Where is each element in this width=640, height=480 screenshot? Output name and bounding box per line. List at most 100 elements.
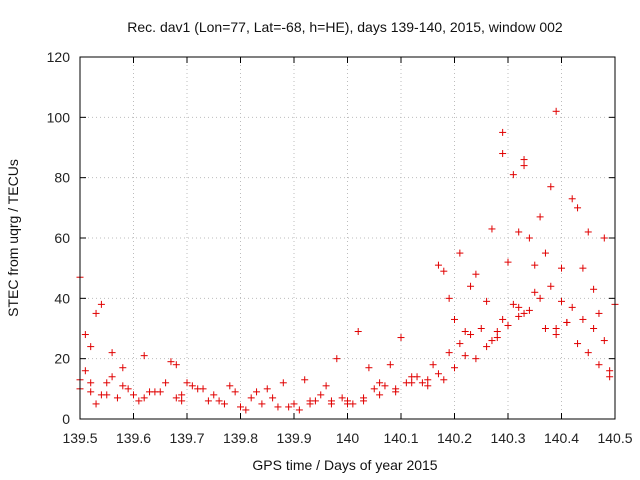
data-point	[344, 397, 351, 405]
data-point	[413, 373, 421, 381]
data-point	[354, 328, 362, 336]
data-point	[376, 391, 384, 399]
y-tick-label: 100	[47, 109, 71, 125]
data-point	[461, 352, 469, 360]
data-point	[263, 385, 271, 393]
data-point	[97, 391, 105, 399]
data-point	[568, 303, 576, 311]
data-point	[520, 156, 528, 164]
data-point	[338, 394, 346, 402]
axis-ticks	[79, 56, 616, 420]
x-axis-label: GPS time / Days of year 2015	[252, 457, 437, 473]
x-tick-label: 140.1	[383, 430, 418, 446]
data-point	[445, 294, 453, 302]
data-point	[167, 358, 175, 366]
x-tick-label: 140.3	[490, 430, 525, 446]
data-point	[279, 379, 287, 387]
data-point	[333, 355, 341, 363]
data-point	[418, 379, 426, 387]
data-point	[515, 228, 523, 236]
data-point	[327, 400, 335, 408]
data-point	[408, 379, 416, 387]
data-point	[188, 382, 196, 390]
data-point	[499, 128, 507, 136]
data-point	[434, 261, 442, 269]
x-tick-label: 139.6	[116, 430, 151, 446]
data-point	[590, 325, 598, 332]
data-point	[434, 370, 442, 378]
data-point	[295, 406, 303, 414]
data-point	[584, 349, 592, 357]
data-point	[113, 394, 121, 402]
data-point	[429, 361, 437, 369]
data-point	[108, 349, 116, 357]
data-point	[574, 204, 582, 212]
data-point	[258, 400, 266, 408]
data-point	[563, 318, 571, 326]
data-point	[210, 391, 218, 399]
data-point	[92, 309, 100, 317]
data-point	[424, 382, 432, 390]
data-point	[477, 325, 485, 332]
data-point	[541, 249, 549, 257]
data-point	[269, 394, 277, 402]
data-point	[547, 282, 555, 290]
x-tick-label: 139.9	[276, 430, 311, 446]
data-point	[600, 234, 608, 242]
data-point	[178, 397, 186, 405]
data-point	[541, 325, 549, 332]
data-point	[461, 328, 469, 336]
data-point	[151, 388, 159, 396]
x-tick-label: 140.2	[437, 430, 472, 446]
data-point	[231, 388, 239, 396]
data-point	[552, 107, 560, 115]
data-point	[568, 195, 576, 203]
data-point	[584, 228, 592, 236]
data-point	[493, 328, 501, 336]
data-point	[178, 391, 186, 399]
data-point	[579, 315, 587, 323]
data-point	[456, 340, 464, 348]
data-point	[451, 315, 458, 323]
data-point	[579, 264, 587, 272]
data-point	[253, 388, 261, 396]
data-point	[215, 397, 223, 405]
data-point	[247, 394, 255, 402]
data-point	[376, 379, 384, 387]
y-tick-labels: 0 20 40 60 80 100 120	[47, 49, 71, 427]
data-point	[397, 334, 405, 342]
data-point	[574, 340, 582, 348]
data-point	[172, 394, 180, 402]
data-point	[119, 382, 127, 390]
data-point	[424, 376, 432, 384]
data-point	[600, 337, 608, 345]
data-point	[301, 376, 309, 384]
data-point	[451, 364, 458, 372]
data-point	[456, 249, 464, 257]
data-point	[531, 288, 539, 296]
data-point	[536, 294, 544, 302]
data-point	[108, 373, 116, 381]
grid-lines	[80, 57, 615, 419]
data-point	[472, 270, 480, 278]
data-point	[349, 400, 357, 408]
data-point	[467, 282, 475, 290]
data-point	[97, 300, 105, 308]
data-point	[606, 367, 614, 375]
data-point	[595, 361, 603, 369]
data-point	[381, 382, 389, 390]
data-point	[119, 364, 127, 372]
data-point	[290, 400, 298, 408]
data-point	[242, 406, 250, 414]
data-point	[552, 331, 560, 339]
data-point	[467, 331, 475, 339]
data-point	[386, 361, 394, 369]
x-tick-labels: 139.5 139.6 139.7 139.8 139.9 140 140.1 140.2 14…	[62, 430, 632, 446]
data-point	[274, 403, 282, 411]
x-tick-label: 140	[336, 430, 360, 446]
data-point	[499, 315, 507, 323]
data-point	[525, 234, 533, 242]
data-point	[103, 379, 111, 387]
data-point	[472, 355, 480, 363]
